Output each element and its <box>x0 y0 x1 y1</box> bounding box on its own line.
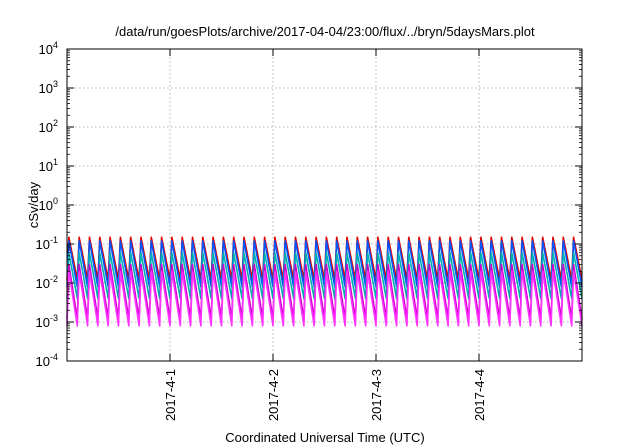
x-tick-label: 2017-4-4 <box>472 369 487 421</box>
x-tick-label: 2017-4-3 <box>369 369 384 421</box>
y-tick-label: 10-2 <box>36 274 58 291</box>
y-tick-label: 101 <box>39 157 58 174</box>
x-tick-label: 2017-4-2 <box>266 369 281 421</box>
y-tick-label: 100 <box>39 196 58 213</box>
y-tick-label: 103 <box>39 79 58 96</box>
y-tick-label: 10-1 <box>36 235 58 252</box>
y-tick-label: 10-4 <box>36 352 58 369</box>
series-group <box>66 236 583 327</box>
y-tick-label: 102 <box>39 118 58 135</box>
chart-title: /data/run/goesPlots/archive/2017-04-04/2… <box>115 24 535 39</box>
y-axis-label: cSv/day <box>26 181 41 228</box>
x-axis: 2017-4-1 2017-4-2 2017-4-3 2017-4-4 <box>163 49 487 421</box>
y-axis: 10-4 10-3 10-2 10-1 100 101 102 103 104 <box>36 40 582 369</box>
x-axis-label: Coordinated Universal Time (UTC) <box>225 430 424 445</box>
y-tick-label: 104 <box>39 40 58 57</box>
series-line <box>66 270 583 327</box>
x-tick-label: 2017-4-1 <box>163 369 178 421</box>
y-tick-label: 10-3 <box>36 313 58 330</box>
